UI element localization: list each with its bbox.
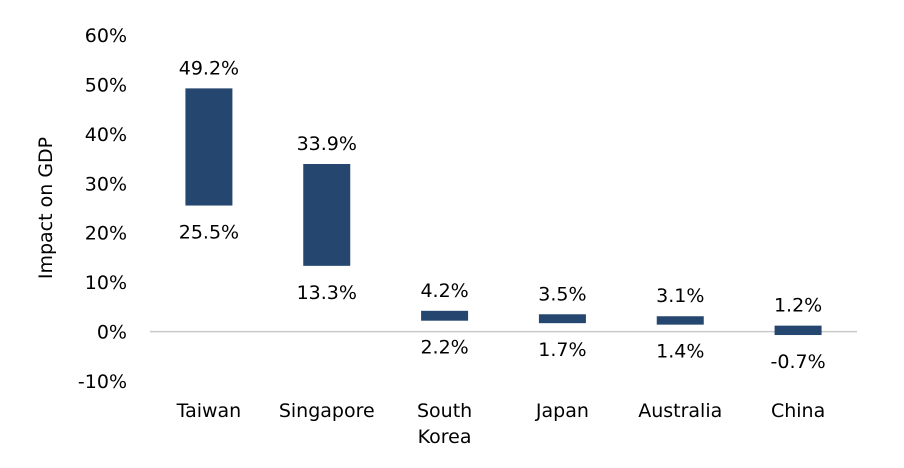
range-bar (421, 310, 469, 321)
data-labels-group: 49.2% 25.5% 33.9% 13.3% 4.2% 2.2% 3.5% 1.7% 3.1%… (179, 57, 826, 373)
y-tick-label: 40% (85, 124, 127, 146)
x-tick-label: Singapore (279, 400, 375, 422)
bar-low-label: 13.3% (297, 282, 357, 304)
x-tick-label: Korea (418, 426, 472, 448)
y-tick-label: 20% (85, 223, 127, 245)
y-tick-label: -10% (78, 371, 127, 393)
range-bar (774, 325, 822, 336)
bar-low-label: 1.4% (656, 341, 704, 363)
bar-high-label: 3.5% (538, 283, 586, 305)
bar-high-label: 4.2% (420, 280, 468, 302)
bar-high-label: 3.1% (656, 285, 704, 307)
y-tick-label: 10% (85, 272, 127, 294)
y-axis-title-group: Impact on GDP (35, 137, 57, 279)
y-axis-title: Impact on GDP (35, 137, 57, 279)
bar-high-label: 49.2% (179, 57, 239, 79)
range-bar (538, 314, 586, 324)
y-axis-ticks: -10% 0% 10% 20% 30% 40% 50% 60% (78, 25, 127, 393)
y-tick-label: 0% (97, 322, 127, 344)
bar-low-label: 2.2% (420, 337, 468, 359)
x-tick-label: South (417, 400, 472, 422)
x-tick-label: Taiwan (176, 400, 242, 422)
y-tick-label: 60% (85, 25, 127, 47)
bar-low-label: -0.7% (771, 351, 826, 373)
y-tick-label: 30% (85, 173, 127, 195)
y-tick-label: 50% (85, 74, 127, 96)
bar-high-label: 1.2% (774, 295, 822, 317)
x-tick-label: China (771, 400, 825, 422)
x-tick-label: Australia (638, 400, 722, 422)
bar-low-label: 1.7% (538, 339, 586, 361)
range-bar (656, 316, 704, 325)
x-tick-label: Japan (535, 400, 589, 422)
range-bar (185, 88, 233, 206)
bar-low-label: 25.5% (179, 222, 239, 244)
range-bar (303, 164, 351, 266)
bar-high-label: 33.9% (297, 133, 357, 155)
bars-group (185, 88, 822, 336)
x-axis-labels: Taiwan Singapore South Korea Japan Australia C… (176, 400, 826, 448)
